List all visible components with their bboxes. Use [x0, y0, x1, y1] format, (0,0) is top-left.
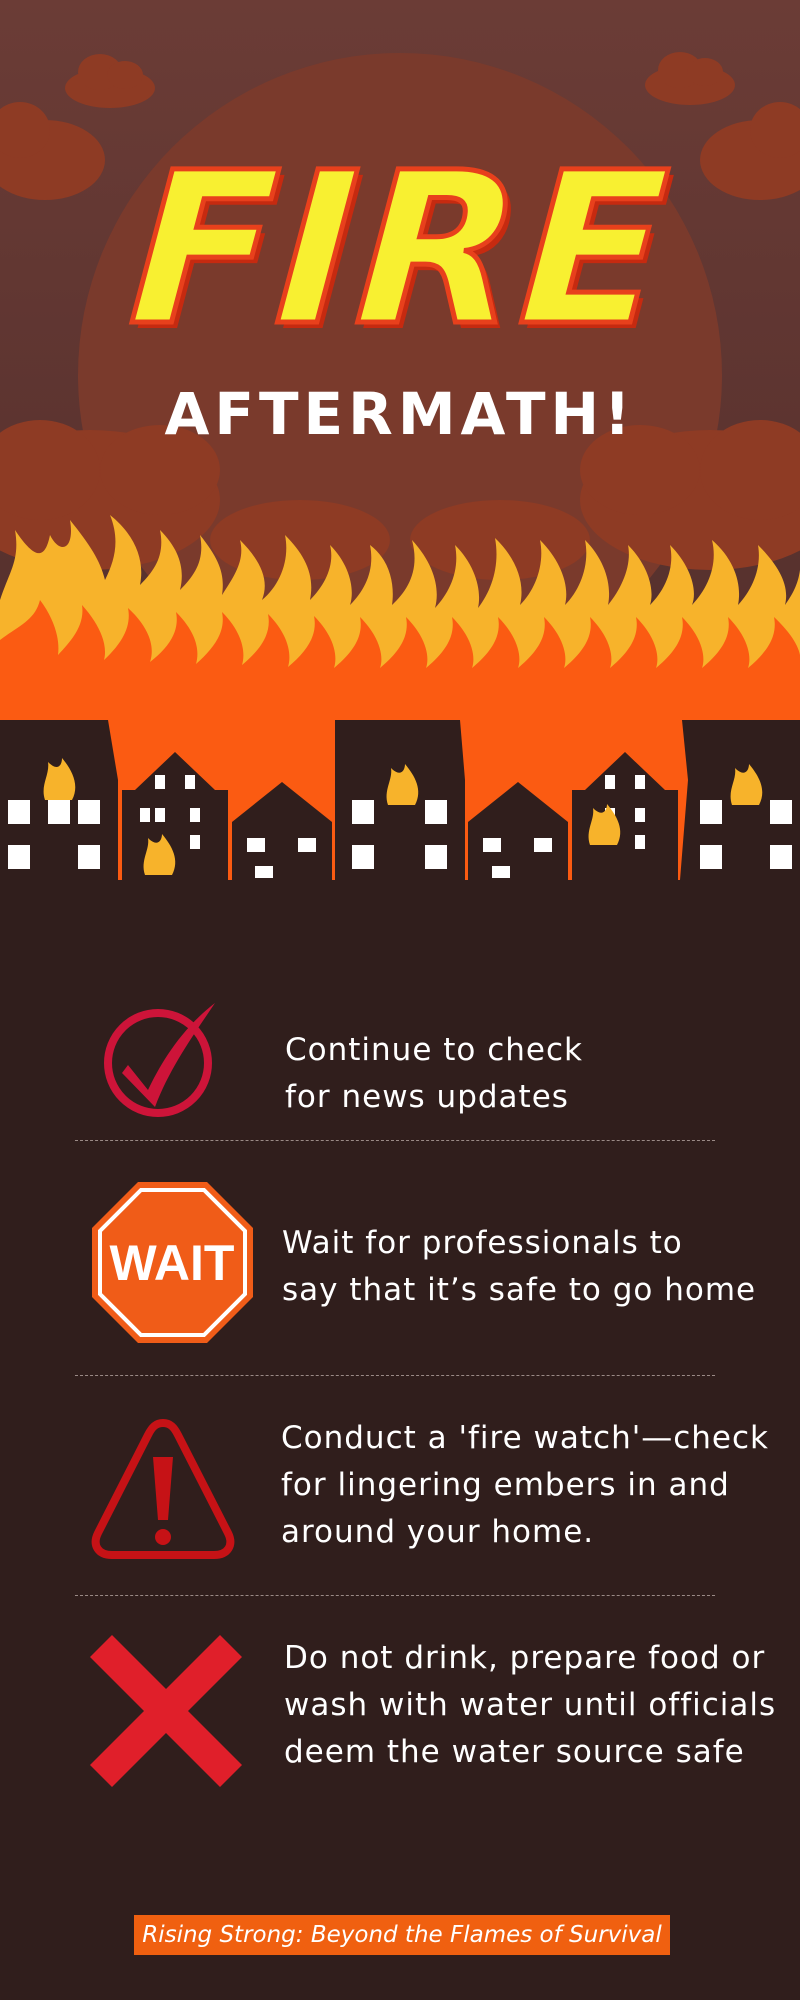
divider [75, 1375, 715, 1376]
divider [75, 1140, 715, 1141]
title-aftermath: AFTERMATH! [164, 380, 636, 448]
tip-text: Conduct a 'fire watch'—check for lingeri… [281, 1420, 770, 1550]
tip-text: Wait for professionals to say that it’s … [282, 1225, 757, 1308]
title-fire: FIRE [122, 125, 679, 375]
check-mark-icon [104, 1003, 215, 1117]
tip-text: Do not drink, prepare food or wash with … [284, 1640, 777, 1770]
hero-banner: FIRE AFTERMATH! [0, 0, 800, 880]
clouds [0, 52, 800, 580]
house-windows [8, 775, 792, 878]
wait-sign-label: WAIT [110, 1235, 235, 1291]
tip-text: Continue to check for news updates [285, 1032, 583, 1115]
divider [75, 1595, 715, 1596]
wait-stop-sign-icon: WAIT [92, 1182, 253, 1343]
footer-tagline: Rising Strong: Beyond the Flames of Surv… [134, 1915, 670, 1955]
window-fires [43, 758, 763, 875]
warning-triangle-icon [91, 1419, 235, 1559]
x-mark-icon [90, 1635, 242, 1787]
hero-illustration [0, 0, 800, 880]
